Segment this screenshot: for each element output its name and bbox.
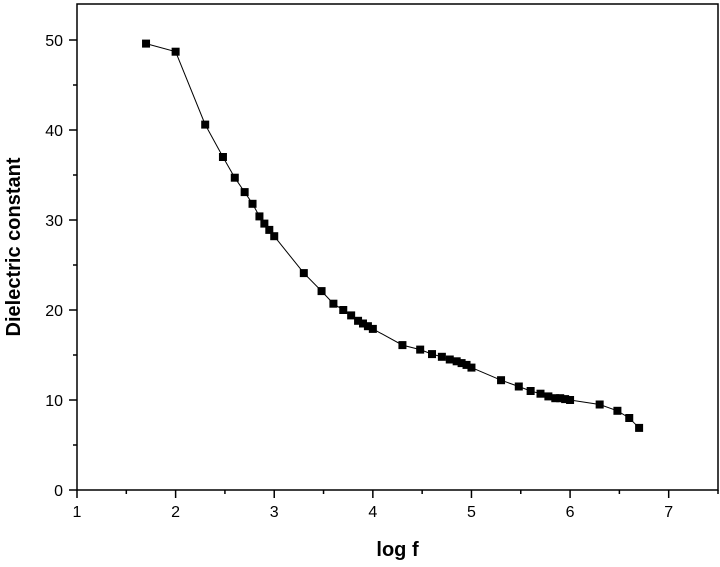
data-point: [270, 232, 279, 241]
x-tick-label: 1: [73, 504, 82, 521]
y-tick-label: 20: [45, 303, 63, 320]
x-tick-label: 3: [270, 504, 279, 521]
data-point: [445, 355, 454, 364]
data-point: [347, 311, 356, 320]
data-point: [265, 225, 274, 234]
data-point: [230, 173, 239, 182]
data-point: [201, 120, 210, 129]
data-point: [551, 394, 560, 403]
x-tick-label: 6: [566, 504, 575, 521]
x-axis-title: log f: [376, 539, 419, 561]
data-point: [514, 382, 523, 391]
data-point: [317, 287, 326, 296]
y-axis-title: Dielectric constant: [3, 157, 25, 336]
data-point: [240, 188, 249, 197]
data-point: [416, 345, 425, 354]
data-point: [354, 316, 363, 325]
axes: 1 2 3 4 5 6 7 0 10 20 30 40 50: [45, 33, 719, 521]
data-point: [566, 396, 575, 404]
x-tick-label: 5: [467, 504, 476, 521]
data-point: [544, 392, 553, 401]
y-tick-label: 10: [45, 393, 63, 410]
data-point: [299, 269, 308, 278]
data-point: [339, 306, 348, 314]
data-point: [635, 423, 644, 432]
data-point: [497, 376, 506, 385]
data-point: [457, 359, 466, 368]
data-point: [218, 153, 227, 161]
y-tick-label: 50: [45, 33, 63, 50]
y-tick-label: 40: [45, 123, 63, 140]
data-point: [142, 39, 151, 48]
data-point: [248, 199, 257, 208]
data-point: [526, 387, 535, 395]
plot-frame: [76, 3, 719, 491]
data-point: [561, 395, 570, 404]
data-point: [260, 219, 269, 228]
data-point: [462, 360, 471, 369]
data-point: [467, 363, 476, 372]
data-point: [556, 394, 565, 403]
data-point: [329, 299, 338, 308]
y-tick-label: 30: [45, 213, 63, 230]
data-point: [255, 212, 264, 221]
x-tick-label: 4: [368, 504, 377, 521]
data-point: [536, 389, 545, 398]
data-point: [613, 406, 622, 415]
x-tick-label: 2: [171, 504, 180, 521]
data-point: [358, 319, 367, 328]
data-point: [595, 400, 604, 409]
data-point: [428, 350, 437, 359]
markers: [142, 39, 644, 432]
data-point: [368, 324, 377, 333]
data-point: [171, 47, 180, 56]
y-tick-label: 0: [54, 483, 63, 500]
data-point: [398, 341, 407, 350]
x-tick-label: 7: [664, 504, 673, 521]
data-point: [363, 322, 372, 331]
data-point: [437, 352, 446, 361]
data-point: [625, 414, 634, 422]
data-point: [452, 357, 461, 366]
